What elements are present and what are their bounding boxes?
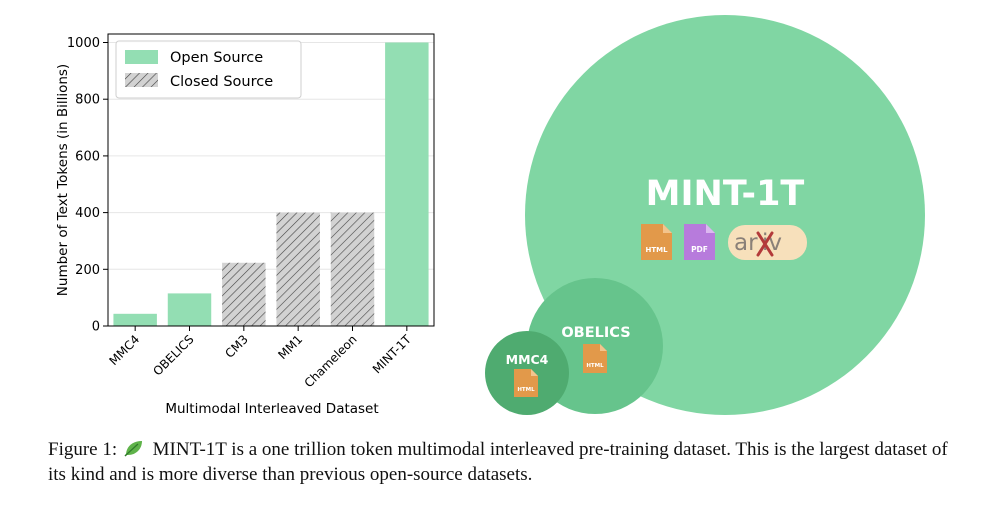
x-tick-label: OBELICS [150, 332, 196, 378]
bar-mmc4 [113, 313, 157, 326]
mint-1t-label: MINT-1T [646, 174, 805, 214]
caption-prefix: Figure 1: [48, 439, 118, 460]
y-tick-label: 800 [75, 93, 100, 108]
bar-obelics [167, 293, 212, 326]
y-tick-label: 1000 [67, 36, 100, 51]
chart-x-axis-label: Multimodal Interleaved Dataset [165, 401, 378, 417]
bar-mm1 [276, 212, 320, 326]
html-file-icon: HTML [641, 224, 672, 260]
html-icon-label: HTML [645, 246, 668, 254]
mmc4-label: MMC4 [506, 352, 549, 367]
arxiv-logo: ar iv [728, 225, 807, 260]
obelics-html-label: HTML [586, 363, 604, 369]
mmc4-html-icon: HTML [514, 369, 538, 397]
pdf-icon-label: PDF [691, 245, 708, 254]
dataset-circle-diagram: MINT-1T HTML PDF ar iv OBELICS HTML MM [485, 15, 925, 415]
svg-text:ar: ar [734, 230, 758, 256]
x-tick-label: MINT-1T [370, 332, 415, 377]
bar-mint-1t [385, 42, 429, 327]
bar-chameleon [330, 212, 375, 326]
y-tick-label: 200 [75, 263, 100, 278]
legend-frame [115, 40, 302, 99]
legend-label-closed: Closed Source [170, 74, 273, 90]
y-tick-label: 600 [75, 149, 100, 164]
legend-swatch-closed [125, 73, 158, 87]
mmc4-html-label: HTML [517, 387, 535, 393]
obelics-label: OBELICS [561, 325, 630, 341]
pdf-file-icon: PDF [684, 224, 715, 260]
chart-legend: Open Source Closed Source [115, 40, 302, 99]
y-tick-label: 0 [92, 320, 100, 335]
figure-caption: Figure 1: MINT-1T is a one trillion toke… [48, 438, 948, 486]
bar-cm3 [222, 262, 266, 326]
chart-y-axis-label: Number of Text Tokens (in Billions) [55, 64, 71, 296]
leaf-icon [124, 439, 144, 463]
chart-bars [113, 42, 429, 327]
chart-frame [107, 33, 435, 327]
x-tick-label: MMC4 [106, 332, 142, 368]
legend-swatch-open [125, 50, 158, 64]
x-tick-label: CM3 [222, 332, 251, 361]
bar-chart: 0 200 400 600 800 1000 MMC4 OBELICS CM3 MM1Chamel… [55, 33, 435, 417]
caption-text: MINT-1T is a one trillion token multimod… [48, 439, 948, 485]
x-tick-label: Chameleon [302, 332, 360, 390]
y-tick-label: 400 [75, 206, 100, 221]
obelics-html-icon: HTML [583, 344, 607, 373]
x-tick-label: MM1 [275, 332, 305, 362]
legend-label-open: Open Source [170, 50, 263, 66]
